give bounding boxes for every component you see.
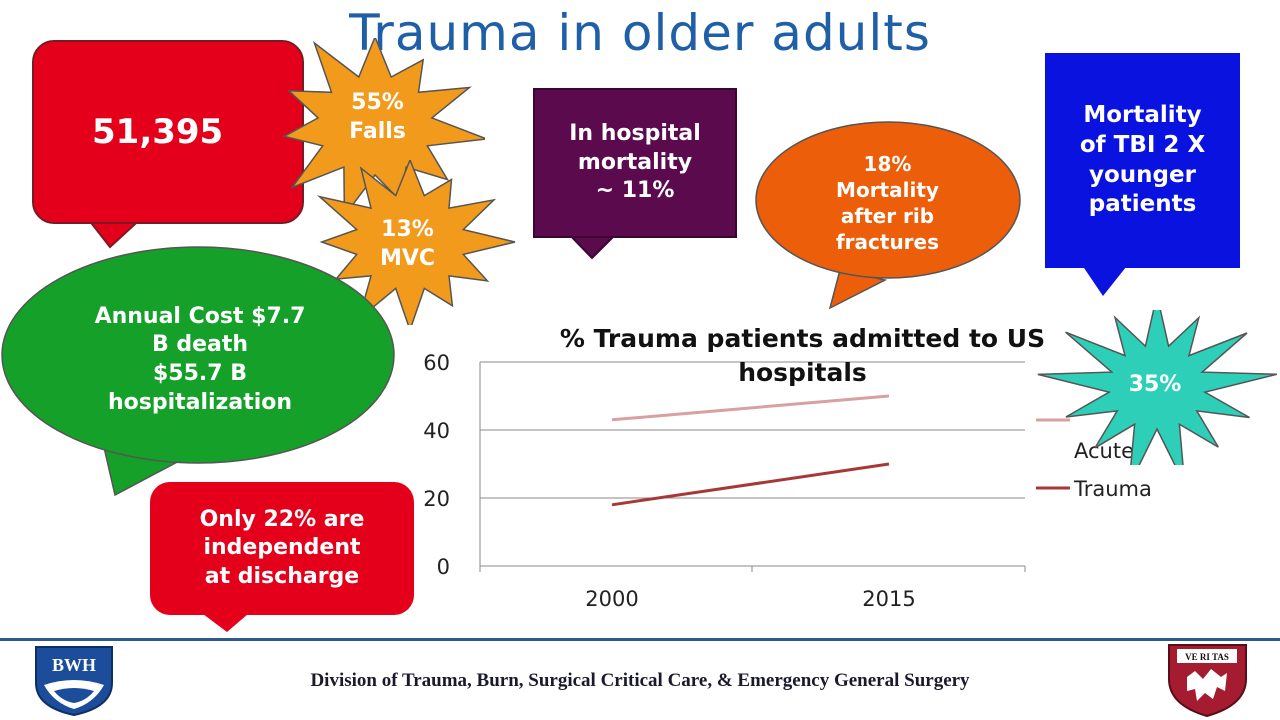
mvc-pct: 13% — [381, 217, 434, 243]
annual-cost-line2: B death — [151, 332, 249, 358]
annual-cost-line3: $55.7 B — [152, 361, 247, 386]
annual-cost-bubble — [1, 246, 395, 497]
tbi-box-pointer — [1080, 262, 1130, 296]
falls-pct: 55% — [351, 89, 404, 115]
x-tick-label-2000: 2000 — [585, 587, 638, 611]
mvc-label: MVC — [379, 246, 436, 271]
independent-line3: at discharge — [204, 563, 360, 589]
mvc-starburst — [316, 160, 516, 325]
harvard-shield-logo: VE RI TAS — [1168, 644, 1247, 718]
hospital-mortality-line3: ~ 11% — [595, 178, 675, 204]
total-patients-value: 51,395 — [92, 111, 224, 152]
trauma-pct-starburst — [1037, 310, 1278, 465]
rib-fracture-callout: 18% Mortality after rib fractures — [790, 140, 985, 265]
independent-line2: independent — [203, 535, 361, 561]
falls-callout: 55% Falls — [305, 80, 450, 155]
mvc-callout: 13% MVC — [335, 205, 480, 285]
annual-cost-line1: Annual Cost $7.7 — [94, 303, 306, 329]
harvard-shield-text: VE RI TAS — [1185, 652, 1229, 662]
tbi-line1: Mortality — [1083, 101, 1202, 128]
annual-cost-line4: hospitalization — [107, 389, 293, 415]
bwh-logo-text: BWH — [52, 655, 96, 675]
series-line-trauma — [611, 462, 890, 507]
rib-fracture-line3: after rib — [840, 203, 935, 228]
bwh-logo: BWH — [35, 646, 113, 717]
annual-cost-callout: Annual Cost $7.7 B death $55.7 B hospita… — [45, 285, 355, 435]
tbi-mortality-callout: Mortality of TBI 2 X younger patients — [1045, 53, 1240, 268]
rib-fracture-line1: 18% — [863, 151, 912, 176]
y-tick-label-0: 0 — [437, 555, 450, 579]
falls-label: Falls — [349, 118, 406, 144]
hospital-mortality-line1: In hospital — [569, 121, 701, 147]
trauma-pct-value: 35% — [1128, 371, 1182, 397]
y-tick-label-60: 60 — [423, 351, 450, 375]
footer-text: Division of Trauma, Burn, Surgical Criti… — [310, 670, 970, 691]
slide-title: Trauma in older adults — [349, 4, 931, 62]
y-tick-label-40: 40 — [423, 419, 450, 443]
x-tick-label-2015: 2015 — [862, 587, 915, 611]
falls-starburst — [282, 38, 485, 213]
legend-label-trauma: Trauma — [1073, 477, 1152, 501]
y-tick-label-20: 20 — [423, 487, 450, 511]
chart-title: % Trauma patients admitted to US hospita… — [559, 324, 1046, 387]
footer-divider — [0, 638, 1280, 641]
hospital-mortality-line2: mortality — [577, 149, 693, 175]
rib-fracture-line4: fractures — [835, 229, 940, 254]
total-patients-callout: 51,395 — [32, 40, 304, 224]
independent-callout: Only 22% are independent at discharge — [150, 482, 414, 615]
tbi-line3: younger — [1089, 161, 1196, 188]
trauma-pct-callout: 35% — [1100, 360, 1210, 410]
independent-line1: Only 22% are — [199, 506, 365, 532]
series-line-acute — [611, 394, 890, 422]
tbi-line2: of TBI 2 X — [1079, 131, 1206, 158]
tbi-line4: patients — [1088, 191, 1197, 218]
hospital-mortality-callout: In hospital mortality ~ 11% — [533, 88, 737, 238]
rib-fracture-line2: Mortality — [836, 177, 939, 202]
rib-fracture-bubble — [755, 121, 1021, 310]
